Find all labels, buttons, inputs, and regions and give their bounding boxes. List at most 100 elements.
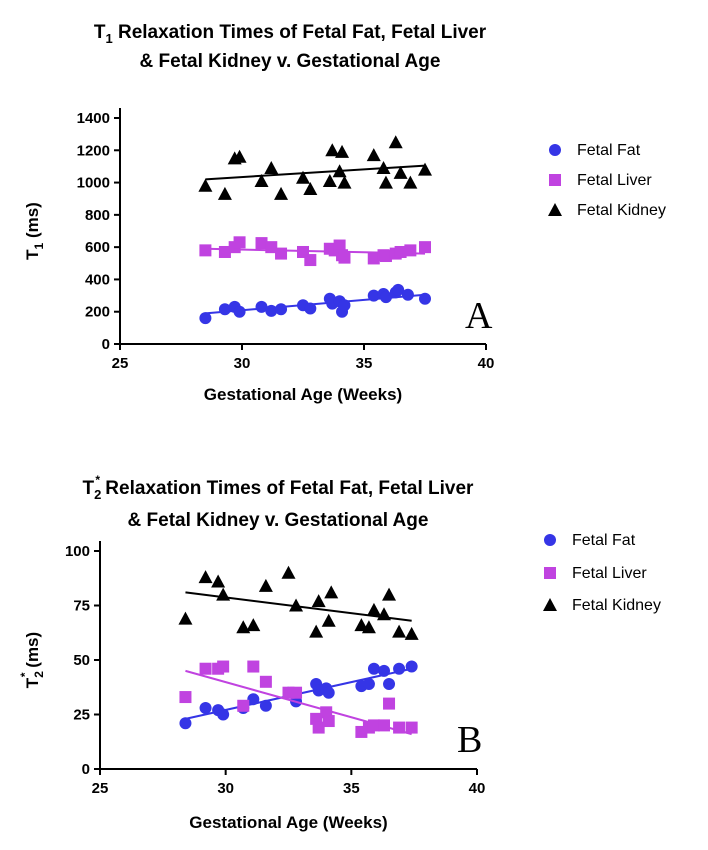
y-tick-label: 1400	[77, 110, 110, 127]
data-point-liver	[333, 239, 346, 252]
data-point-fat	[401, 288, 414, 301]
data-point-kidney	[198, 570, 213, 584]
series-fat	[199, 283, 431, 325]
chart-B: T2* Relaxation Times of Fetal Fat, Fetal…	[18, 473, 661, 832]
ylabel-symbol: T	[23, 677, 42, 688]
data-point-liver	[383, 697, 396, 710]
series-liver	[179, 660, 418, 738]
data-point-fat	[322, 686, 335, 699]
data-point-kidney	[289, 598, 304, 612]
y-tick-label: 200	[85, 304, 110, 321]
legend-marker-kidney	[548, 203, 562, 216]
data-point-kidney	[216, 587, 231, 601]
series-fat	[179, 660, 418, 730]
data-point-liver	[367, 719, 380, 732]
data-point-liver	[404, 244, 417, 257]
data-point-kidney	[418, 162, 432, 176]
data-point-kidney	[382, 587, 397, 601]
data-point-kidney	[324, 585, 339, 599]
data-point-kidney	[254, 173, 269, 187]
chart-title-line2: & Fetal Kidney v. Gestational Age	[140, 51, 441, 72]
data-point-kidney	[311, 594, 326, 608]
y-tick-label: 800	[85, 207, 110, 224]
data-point-liver	[179, 691, 192, 704]
title-symbol: T	[94, 22, 106, 43]
data-point-liver	[378, 719, 391, 732]
y-tick-label: 25	[73, 707, 90, 724]
y-tick-label: 1200	[77, 142, 110, 159]
data-point-liver	[322, 715, 335, 728]
data-point-liver	[199, 662, 212, 675]
y-tick-label: 1000	[77, 175, 110, 192]
x-tick-label: 30	[234, 355, 251, 372]
data-point-liver	[393, 721, 406, 734]
y-axis-label: T2* (ms)	[18, 632, 46, 688]
data-point-kidney	[198, 178, 213, 192]
data-point-kidney	[366, 602, 381, 616]
data-point-fat	[218, 303, 231, 316]
data-point-fat	[379, 291, 392, 304]
x-tick-label: 30	[217, 780, 234, 797]
chart-title-line1: T1 Relaxation Times of Fetal Fat, Fetal …	[94, 22, 487, 46]
data-point-liver	[304, 254, 317, 267]
x-axis-label: Gestational Age (Weeks)	[189, 813, 387, 832]
data-point-kidney	[378, 175, 393, 189]
data-point-kidney	[376, 161, 391, 175]
ylabel-symbol: T	[23, 249, 42, 260]
x-tick-label: 35	[356, 355, 373, 372]
y-tick-label: 400	[85, 271, 110, 288]
data-point-fat	[179, 717, 192, 730]
data-point-fat	[338, 299, 351, 312]
title-symbol: T	[83, 478, 95, 499]
legend-marker-fat	[549, 144, 561, 156]
data-point-kidney	[274, 186, 289, 200]
title-rest: Relaxation Times of Fetal Fat, Fetal Liv…	[113, 22, 487, 43]
legend-marker-kidney	[543, 598, 557, 611]
ylabel-subscript: 1	[32, 242, 46, 249]
ylabel-subscript: 2	[32, 671, 46, 678]
data-point-liver	[290, 686, 303, 699]
title-subscript: 2	[94, 487, 101, 502]
legend-label-liver: Fetal Liver	[572, 565, 647, 582]
x-tick-label: 25	[112, 355, 129, 372]
ylabel-rest: (ms)	[23, 202, 42, 243]
data-point-kidney	[332, 164, 347, 178]
data-point-liver	[394, 245, 407, 258]
data-point-liver	[218, 245, 231, 258]
data-point-fat	[367, 289, 380, 302]
data-point-liver	[237, 699, 250, 712]
data-point-kidney	[309, 624, 324, 638]
data-point-liver	[367, 252, 380, 265]
data-point-fat	[217, 708, 230, 721]
data-point-liver	[379, 250, 392, 263]
series-liver	[199, 236, 431, 267]
y-tick-label: 0	[102, 336, 110, 353]
data-point-liver	[275, 247, 288, 260]
data-point-fat	[419, 292, 431, 305]
legend-marker-fat	[544, 534, 556, 546]
data-point-fat	[304, 302, 317, 315]
title-rest: Relaxation Times of Fetal Fat, Fetal Liv…	[100, 478, 474, 499]
data-point-fat	[255, 300, 268, 313]
data-point-kidney	[303, 182, 318, 196]
data-point-kidney	[403, 175, 418, 189]
data-point-fat	[383, 677, 396, 690]
x-axis-label: Gestational Age (Weeks)	[204, 385, 402, 404]
panel-label: A	[465, 295, 493, 337]
x-tick-label: 40	[478, 355, 495, 372]
data-point-kidney	[296, 170, 310, 184]
data-point-fat	[275, 303, 288, 316]
title-subscript: 1	[105, 31, 112, 46]
legend-label-kidney: Fetal Kidney	[577, 202, 666, 219]
data-point-kidney	[264, 161, 279, 175]
data-point-kidney	[392, 624, 407, 638]
data-point-kidney	[322, 173, 337, 187]
data-point-kidney	[337, 175, 352, 189]
data-point-kidney	[325, 143, 340, 157]
fit-line-kidney	[205, 164, 426, 181]
chart-title-line2: & Fetal Kidney v. Gestational Age	[128, 510, 429, 531]
data-point-kidney	[388, 135, 403, 149]
data-point-kidney	[258, 578, 273, 592]
data-point-liver	[419, 241, 431, 254]
